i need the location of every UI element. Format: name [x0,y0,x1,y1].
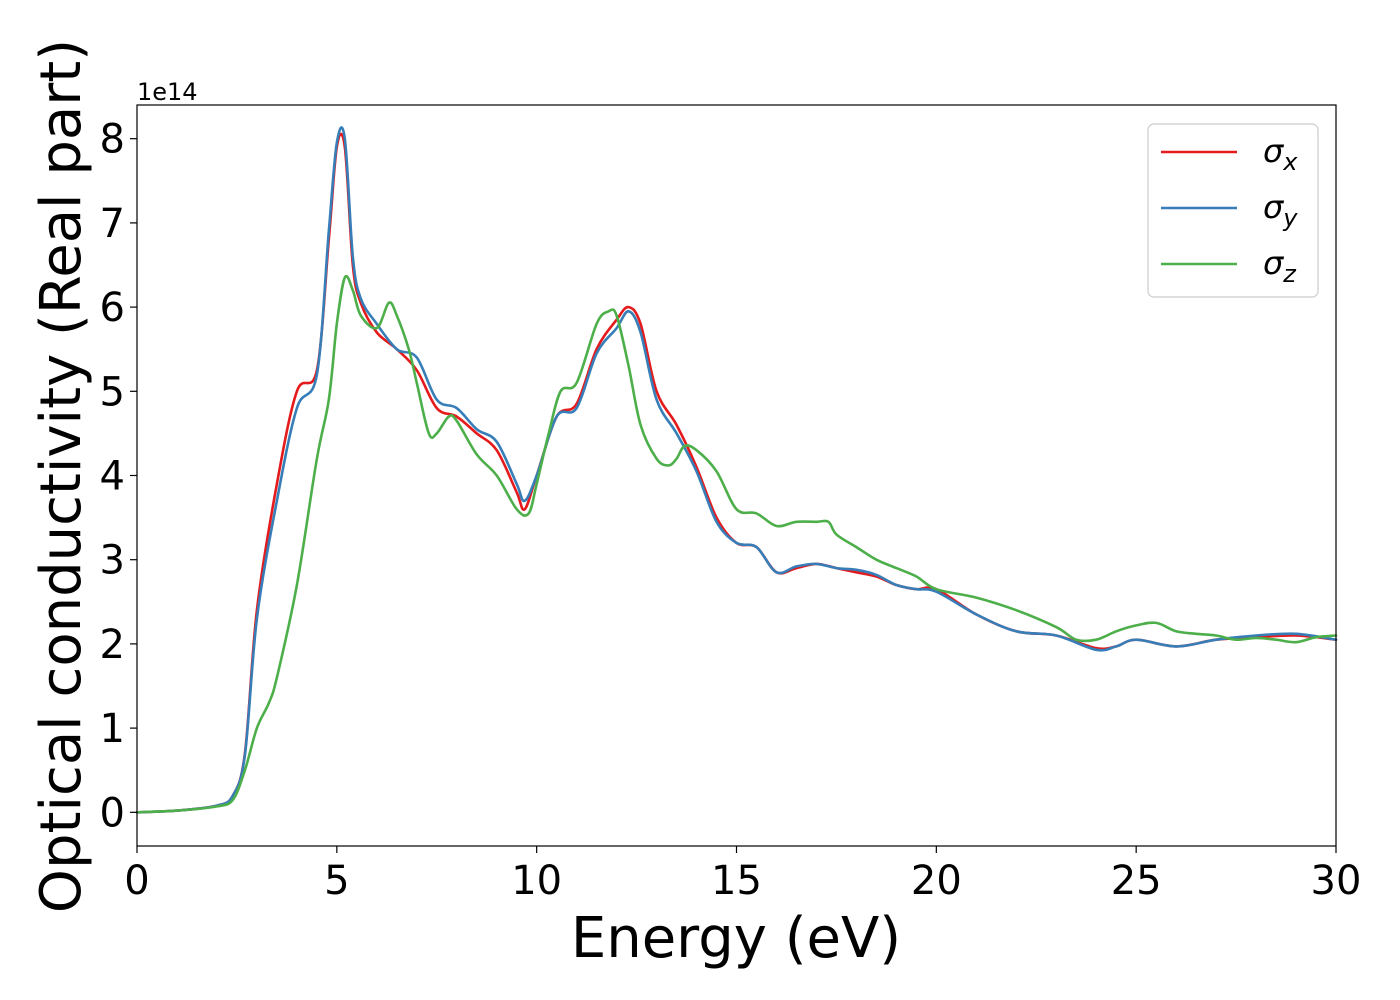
y-axis-ticks: 0 1 2 3 4 5 6 7 8 [100,117,137,836]
y-tick-label: 7 [100,201,125,247]
legend-items: σx σy σz [1161,132,1298,288]
legend-label-z: σz [1263,244,1297,288]
x-tick-label: 10 [511,858,562,904]
y-tick-label: 0 [100,790,125,836]
x-tick-label: 30 [1311,858,1362,904]
y-tick-label: 5 [100,369,125,415]
x-tick-label: 25 [1111,858,1162,904]
plot-area-background [137,105,1336,846]
x-tick-label: 0 [124,858,149,904]
y-axis-offset-label: 1e14 [137,78,198,106]
x-axis-label: Energy (eV) [571,906,901,971]
y-tick-label: 8 [100,117,125,163]
legend-frame [1147,123,1319,298]
legend: σx σy σz [1147,123,1319,298]
series-line-z [135,274,1338,814]
y-tick-label: 6 [100,285,125,331]
y-tick-label: 2 [100,622,125,668]
x-tick-label: 20 [911,858,962,904]
series-layer [135,126,1338,814]
x-tick-label: 15 [711,858,762,904]
x-tick-label: 5 [324,858,349,904]
legend-label-x: σx [1263,132,1298,176]
series-line-y [135,126,1338,814]
y-tick-label: 1 [100,706,125,752]
y-tick-label: 4 [100,454,125,500]
y-axis-label: Optical conductivity (Real part) [29,39,94,913]
y-tick-label: 3 [100,538,125,584]
x-axis-ticks: 0 5 10 15 20 25 30 [124,846,1361,904]
legend-label-y: σy [1263,188,1298,232]
